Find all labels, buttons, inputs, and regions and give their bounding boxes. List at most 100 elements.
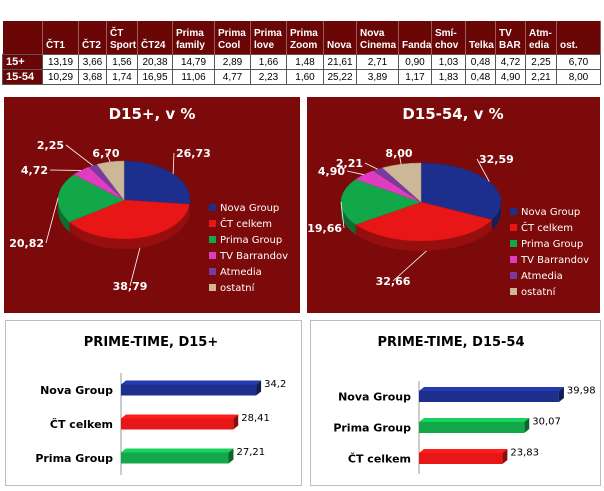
pie-slice-side: [69, 204, 190, 249]
bar-side-face: [233, 414, 239, 430]
table-cell: 4,90: [495, 69, 526, 85]
bar-title: PRIME-TIME, D15-54: [377, 335, 524, 350]
bar-chart-prime-d15: PRIME-TIME, D15+ Nova Group 34,2 ČT celkem 2…: [5, 320, 302, 486]
bar-category-label: Prima Group: [333, 422, 411, 435]
bar-top-face: [419, 449, 508, 453]
pie-slice--t-celkem: [355, 201, 493, 242]
pie-value-label: 32,59: [479, 153, 514, 166]
table-cell: 0,48: [465, 69, 496, 85]
table-header-cell: Prima love: [250, 21, 287, 55]
pie-slice-nova-group: [420, 162, 502, 221]
legend-swatch: [510, 256, 517, 263]
table-cell: 1,74: [106, 69, 138, 85]
legend-label: TV Barrandov: [520, 255, 589, 266]
bar-top-face: [419, 387, 564, 391]
table-header-cell: ČT1: [42, 21, 79, 55]
pie-slice-side: [355, 219, 493, 251]
pie-value-label: 32,66: [376, 275, 411, 288]
bar-title: PRIME-TIME, D15+: [84, 335, 218, 350]
legend-swatch: [209, 268, 216, 275]
bar: [419, 453, 503, 464]
bar-top-face: [419, 418, 530, 422]
table-header-cell: ČT2: [78, 21, 107, 55]
legend-swatch: [510, 208, 517, 215]
bar: [121, 384, 257, 396]
table-cell: 1,56: [106, 54, 138, 70]
table-body: 15+ 13,19 3,66 1,56 20,38 14,79 2,89 1,66 1,48 21…: [2, 54, 601, 85]
table-cell: 16,95: [137, 69, 173, 85]
pie-leader-line: [476, 158, 490, 182]
table-header-cell: TV BAR: [495, 21, 526, 55]
pie-leader-line: [129, 247, 141, 287]
table-row-label: 15+: [2, 54, 43, 70]
table-cell: 11,06: [172, 69, 215, 85]
pie-leader-line: [105, 152, 111, 163]
pie-leader-line: [340, 201, 345, 229]
legend-swatch: [510, 224, 517, 231]
table-cell: 2,25: [525, 54, 557, 70]
table-header-cell: ČT24: [137, 21, 173, 55]
pie-leader-line: [45, 197, 59, 244]
legend-label: ČT celkem: [521, 221, 573, 234]
bar-value-label: 23,83: [510, 448, 539, 459]
legend-label: Nova Group: [220, 203, 279, 214]
table-cell: 0,48: [465, 54, 496, 70]
bar-side-face: [524, 418, 530, 433]
table-header-cell: Telka: [465, 21, 496, 55]
pie-value-label: 2,25: [37, 139, 64, 152]
bar-chart-prime-d15-svg: PRIME-TIME, D15+ Nova Group 34,2 ČT celkem 2…: [35, 335, 286, 475]
table-header-cell: Prima Zoom: [286, 21, 324, 55]
table-header-row: ČT1 ČT2 ČT Sport ČT24 Prima family Prima Cool…: [2, 21, 601, 55]
bar-category-label: ČT celkem: [348, 453, 411, 466]
table-cell: 2,71: [356, 54, 399, 70]
pie-slice--t-celkem: [68, 199, 190, 240]
pie-leader-line: [364, 162, 378, 170]
legend-swatch: [209, 204, 216, 211]
share-table: ČT1 ČT2 ČT Sport ČT24 Prima family Prima Cool…: [2, 21, 601, 85]
pie-leader-line: [172, 152, 175, 174]
legend-swatch: [209, 284, 216, 291]
bar-value-label: 27,21: [236, 447, 265, 458]
table-cell: 3,66: [78, 54, 107, 70]
bar-top-face: [121, 380, 262, 385]
bar-side-face: [558, 387, 564, 402]
bar-value-label: 34,2: [264, 379, 286, 390]
bar: [419, 391, 559, 402]
bar-chart-prime-d15-54: PRIME-TIME, D15-54 Nova Group 39,98 Prima G…: [310, 320, 601, 486]
legend-label: Nova Group: [521, 207, 580, 218]
table-cell: 1,03: [431, 54, 466, 70]
legend-label: Prima Group: [220, 235, 282, 246]
table-cell: 1,66: [250, 54, 287, 70]
legend-label: ostatní: [220, 282, 256, 294]
table-header-cell: Fanda: [398, 21, 432, 55]
pie-value-label: 4,72: [21, 164, 48, 177]
pie-leader-line: [65, 144, 94, 166]
pie-slice-side: [341, 202, 356, 235]
legend-label: ČT celkem: [220, 217, 272, 230]
pie-slice-prima-group: [340, 179, 422, 225]
table-cell: 10,29: [42, 69, 79, 85]
bar-category-label: Nova Group: [338, 391, 411, 404]
legend-label: Prima Group: [521, 239, 583, 250]
legend-label: TV Barrandov: [219, 251, 288, 262]
pie-leader-line: [392, 250, 427, 282]
legend-swatch: [510, 288, 517, 295]
bar-chart-prime-d15-54-svg: PRIME-TIME, D15-54 Nova Group 39,98 Prima G…: [333, 335, 596, 474]
pie-chart-d15: D15+, v % 26,73 38,79 20,82 4,72 2,25 6,70 Nova…: [4, 97, 300, 313]
pie-title: D15-54, v %: [402, 105, 503, 123]
legend-swatch: [510, 272, 517, 279]
table-header-cell: ČT Sport: [106, 21, 138, 55]
pie-value-label: 20,82: [9, 237, 44, 250]
bar-top-face: [121, 414, 239, 419]
table-cell: 1,17: [398, 69, 432, 85]
bar: [419, 422, 525, 433]
table-cell: 4,77: [214, 69, 251, 85]
table-row-label: 15-54: [2, 69, 43, 85]
table-header-cell: Smí-chov: [431, 21, 466, 55]
table-cell: 20,38: [137, 54, 173, 70]
pie-slice-nova-group: [123, 160, 191, 205]
table-cell: 8,00: [556, 69, 601, 85]
table-cell: 14,79: [172, 54, 215, 70]
pie-title: D15+, v %: [109, 105, 196, 123]
pie-value-label: 19,66: [307, 222, 342, 235]
